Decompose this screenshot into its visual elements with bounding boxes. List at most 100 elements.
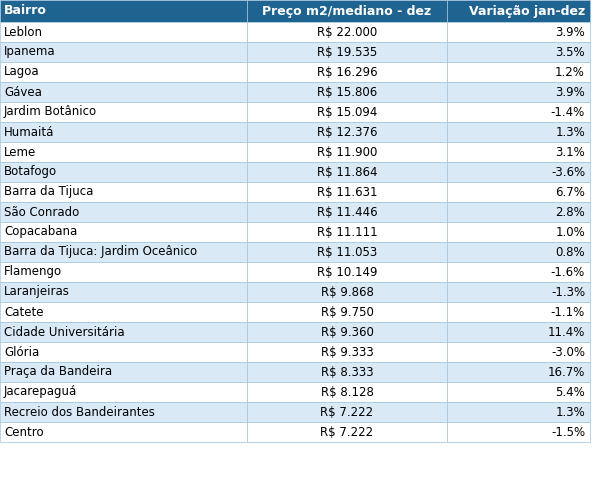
Text: R$ 11.053: R$ 11.053 [317,245,377,258]
Text: R$ 11.446: R$ 11.446 [316,205,377,218]
Text: R$ 9.868: R$ 9.868 [321,285,374,298]
Text: Barra da Tijuca: Barra da Tijuca [4,186,94,199]
Text: Ipanema: Ipanema [4,45,55,58]
Bar [247,342,447,362]
Bar [447,382,590,402]
Text: R$ 10.149: R$ 10.149 [316,266,377,279]
Bar [447,182,590,202]
Text: São Conrado: São Conrado [4,205,79,218]
Bar [247,222,447,242]
Bar [0,62,247,82]
Bar [0,262,247,282]
Bar [447,262,590,282]
Bar [0,202,247,222]
Text: Bairro: Bairro [4,4,47,17]
Bar [0,422,247,442]
Text: 3.1%: 3.1% [555,146,585,159]
Text: 6.7%: 6.7% [555,186,585,199]
Bar [0,22,247,42]
Bar [447,42,590,62]
Text: 2.8%: 2.8% [555,205,585,218]
Bar [447,82,590,102]
Text: Barra da Tijuca: Jardim Oceânico: Barra da Tijuca: Jardim Oceânico [4,245,197,258]
Text: Praça da Bandeira: Praça da Bandeira [4,365,112,378]
Text: 1.3%: 1.3% [555,125,585,138]
Bar [0,322,247,342]
Bar [0,122,247,142]
Bar [447,222,590,242]
Text: R$ 11.864: R$ 11.864 [316,165,377,178]
Text: -3.6%: -3.6% [551,165,585,178]
Text: Copacabana: Copacabana [4,226,77,239]
Text: Jacarepaguá: Jacarepaguá [4,386,77,399]
Text: 11.4%: 11.4% [548,325,585,338]
Bar [447,22,590,42]
Text: R$ 7.222: R$ 7.222 [321,405,374,418]
Text: -1.4%: -1.4% [551,106,585,119]
Text: Flamengo: Flamengo [4,266,62,279]
Bar [247,162,447,182]
Text: R$ 9.360: R$ 9.360 [321,325,374,338]
Bar [447,322,590,342]
Bar [247,402,447,422]
Text: Centro: Centro [4,426,44,439]
Text: R$ 11.900: R$ 11.900 [317,146,377,159]
Bar [447,0,590,22]
Bar [0,302,247,322]
Bar [247,22,447,42]
Bar [247,182,447,202]
Text: R$ 11.631: R$ 11.631 [316,186,377,199]
Bar [447,342,590,362]
Text: R$ 8.128: R$ 8.128 [321,386,374,399]
Text: -1.5%: -1.5% [551,426,585,439]
Bar [447,302,590,322]
Text: R$ 15.094: R$ 15.094 [317,106,377,119]
Bar [247,102,447,122]
Bar [247,422,447,442]
Bar [0,162,247,182]
Text: 0.8%: 0.8% [555,245,585,258]
Text: -3.0%: -3.0% [551,346,585,359]
Bar [447,282,590,302]
Bar [447,362,590,382]
Text: Cidade Universitária: Cidade Universitária [4,325,125,338]
Bar [447,202,590,222]
Text: R$ 16.296: R$ 16.296 [316,66,377,79]
Bar [447,402,590,422]
Text: Leme: Leme [4,146,36,159]
Text: Catete: Catete [4,306,44,319]
Bar [0,142,247,162]
Text: -1.6%: -1.6% [551,266,585,279]
Text: 1.2%: 1.2% [555,66,585,79]
Text: Gávea: Gávea [4,85,42,98]
Text: 3.9%: 3.9% [555,26,585,39]
Text: R$ 9.333: R$ 9.333 [321,346,373,359]
Text: 3.9%: 3.9% [555,85,585,98]
Text: Variação jan-dez: Variação jan-dez [468,4,585,17]
Text: R$ 9.750: R$ 9.750 [321,306,374,319]
Bar [0,342,247,362]
Text: Leblon: Leblon [4,26,43,39]
Text: -1.3%: -1.3% [551,285,585,298]
Bar [447,122,590,142]
Bar [447,422,590,442]
Bar [0,42,247,62]
Bar [247,122,447,142]
Text: R$ 12.376: R$ 12.376 [316,125,377,138]
Bar [447,142,590,162]
Bar [0,82,247,102]
Text: R$ 15.806: R$ 15.806 [317,85,377,98]
Text: 5.4%: 5.4% [555,386,585,399]
Bar [447,242,590,262]
Bar [0,282,247,302]
Text: -1.1%: -1.1% [551,306,585,319]
Bar [0,242,247,262]
Bar [247,82,447,102]
Bar [247,262,447,282]
Text: R$ 11.111: R$ 11.111 [316,226,377,239]
Bar [247,282,447,302]
Text: Recreio dos Bandeirantes: Recreio dos Bandeirantes [4,405,155,418]
Bar [447,162,590,182]
Bar [247,62,447,82]
Text: Preço m2/mediano - dez: Preço m2/mediano - dez [262,4,432,17]
